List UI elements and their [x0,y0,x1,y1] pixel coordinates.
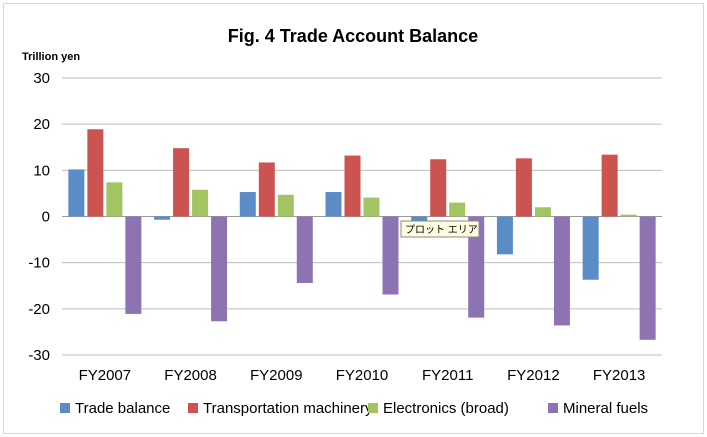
bar-group [154,148,228,322]
bar [430,159,447,217]
y-tick-label: 30 [33,70,50,87]
bar [639,216,656,340]
legend-label: Trade balance [75,400,170,417]
x-category-label: FY2013 [593,367,646,384]
bar [515,158,532,217]
bar [601,154,618,217]
bar [192,189,209,217]
legend-swatch [60,403,70,413]
bar [468,216,485,318]
bar [258,162,275,217]
bar-group [239,162,313,283]
bar [411,216,428,223]
legend-item: Electronics (broad) [368,400,509,417]
bar [382,216,399,295]
y-tick-label: 0 [42,209,50,226]
y-axis-unit-label: Trillion yen [22,51,80,63]
bar [125,216,142,314]
bar [620,214,637,217]
bar [106,182,123,217]
bar [496,216,513,255]
plot-area-tooltip: プロット エリア [400,220,480,238]
x-category-label: FY2010 [336,367,389,384]
bar [211,216,228,322]
x-category-label: FY2012 [507,367,560,384]
legend-swatch [548,403,558,413]
bar [534,207,551,217]
legend-swatch [188,403,198,413]
x-category-label: FY2008 [164,367,217,384]
bar-group [68,129,142,314]
bar-group [325,155,399,295]
y-tick-label: 10 [33,162,50,179]
bar [239,192,256,217]
tooltip-box [400,220,480,238]
legend-item: Trade balance [60,400,170,417]
bar [582,216,599,280]
legend-label: Electronics (broad) [383,400,509,417]
bar [87,129,104,217]
bar-group [582,154,656,340]
bar-groups [68,129,656,340]
bar-group [496,158,570,326]
x-axis-categories: FY2007 FY2008 FY2009 FY2010 FY2011 FY2012 FY20… [79,367,646,384]
bar [277,194,294,217]
bar [553,216,570,326]
bar [68,169,85,217]
legend-item: Mineral fuels [548,400,648,417]
x-category-label: FY2011 [422,367,473,384]
legend: Trade balance Transportation machinery Ele… [60,400,648,417]
y-tick-label: -30 [28,347,50,364]
bar [363,197,380,217]
legend-swatch [368,403,378,413]
x-category-label: FY2009 [250,367,303,384]
bar [296,216,313,283]
legend-label: Mineral fuels [563,400,648,417]
y-tick-label: -20 [28,301,50,318]
bar [173,148,190,217]
y-tick-label: -10 [28,255,50,272]
y-axis-ticks: 30 20 10 0 -10 -20 -30 [28,70,50,364]
bar [344,155,361,217]
legend-label: Transportation machinery [203,400,373,417]
chart-title: Fig. 4 Trade Account Balance [228,26,478,46]
x-category-label: FY2007 [79,367,132,384]
bar [325,192,342,217]
tooltip-label: プロット エリア [405,224,478,236]
legend-item: Transportation machinery [188,400,373,417]
bar [154,216,171,220]
y-tick-label: 20 [33,116,50,133]
bar-group [411,159,485,318]
bar [449,202,466,217]
